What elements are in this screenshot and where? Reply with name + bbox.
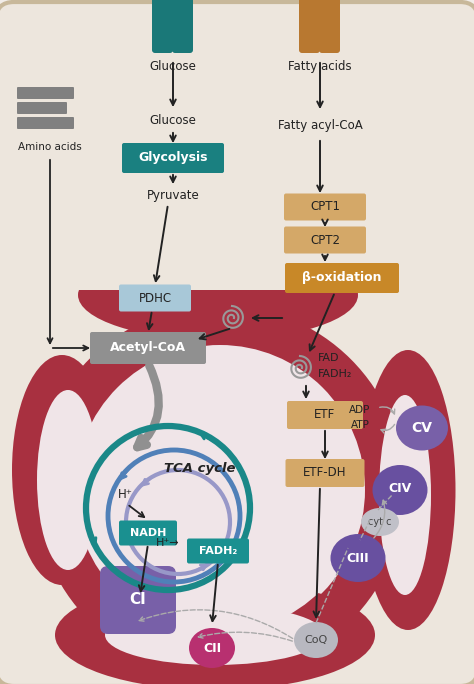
Text: NADH: NADH — [130, 528, 166, 538]
FancyBboxPatch shape — [187, 538, 249, 564]
Text: Acetyl-CoA: Acetyl-CoA — [110, 341, 186, 354]
Text: CPT1: CPT1 — [310, 200, 340, 213]
FancyBboxPatch shape — [30, 190, 380, 290]
Text: FADH₂: FADH₂ — [199, 546, 237, 556]
Text: β-oxidation: β-oxidation — [302, 272, 382, 285]
Text: TCA cycle: TCA cycle — [164, 462, 236, 475]
FancyBboxPatch shape — [284, 194, 366, 220]
Ellipse shape — [12, 355, 112, 585]
FancyBboxPatch shape — [299, 0, 320, 53]
Ellipse shape — [37, 390, 99, 570]
Text: ETF-DH: ETF-DH — [303, 466, 347, 479]
Text: CIII: CIII — [346, 551, 369, 564]
FancyBboxPatch shape — [285, 459, 365, 487]
FancyBboxPatch shape — [17, 87, 74, 99]
Text: H⁺→: H⁺→ — [156, 538, 180, 548]
FancyArrowPatch shape — [137, 365, 159, 447]
Text: Fatty acids: Fatty acids — [288, 60, 352, 73]
Text: cyt c: cyt c — [368, 517, 392, 527]
Text: ATP: ATP — [351, 420, 370, 430]
FancyBboxPatch shape — [172, 0, 193, 53]
FancyBboxPatch shape — [284, 226, 366, 254]
Ellipse shape — [361, 350, 456, 630]
FancyBboxPatch shape — [90, 332, 206, 364]
Text: PDHC: PDHC — [138, 291, 172, 304]
Ellipse shape — [105, 605, 325, 665]
Ellipse shape — [75, 345, 365, 635]
FancyBboxPatch shape — [287, 401, 363, 429]
Text: CIV: CIV — [388, 482, 411, 495]
Ellipse shape — [373, 465, 428, 515]
Text: CPT2: CPT2 — [310, 233, 340, 246]
FancyBboxPatch shape — [100, 566, 176, 634]
Ellipse shape — [189, 628, 235, 668]
Ellipse shape — [55, 580, 375, 684]
Ellipse shape — [78, 250, 358, 340]
Text: CII: CII — [203, 642, 221, 655]
Text: ETF: ETF — [314, 408, 336, 421]
Text: Pyruvate: Pyruvate — [146, 189, 200, 202]
Ellipse shape — [396, 406, 448, 451]
Text: CV: CV — [411, 421, 432, 435]
Text: FADH₂: FADH₂ — [318, 369, 352, 379]
Ellipse shape — [330, 534, 385, 582]
Text: Glucose: Glucose — [150, 60, 196, 73]
Text: Glycolysis: Glycolysis — [138, 151, 208, 164]
Ellipse shape — [294, 622, 338, 658]
FancyBboxPatch shape — [119, 285, 191, 311]
FancyBboxPatch shape — [17, 102, 67, 114]
Ellipse shape — [78, 347, 363, 633]
FancyBboxPatch shape — [319, 0, 340, 53]
Ellipse shape — [379, 395, 431, 595]
Text: Amino acids: Amino acids — [18, 142, 82, 152]
Text: H⁺: H⁺ — [118, 488, 132, 501]
FancyBboxPatch shape — [152, 0, 173, 53]
FancyBboxPatch shape — [285, 263, 399, 293]
FancyBboxPatch shape — [119, 521, 177, 546]
Text: Glucose: Glucose — [150, 114, 196, 127]
Text: Fatty acyl-CoA: Fatty acyl-CoA — [278, 118, 363, 131]
Text: ADP: ADP — [348, 405, 370, 415]
Ellipse shape — [35, 305, 405, 675]
Text: CoQ: CoQ — [304, 635, 328, 645]
Text: FAD: FAD — [318, 353, 339, 363]
FancyBboxPatch shape — [122, 143, 224, 173]
Ellipse shape — [361, 508, 399, 536]
FancyBboxPatch shape — [17, 117, 74, 129]
Text: CI: CI — [129, 592, 146, 607]
